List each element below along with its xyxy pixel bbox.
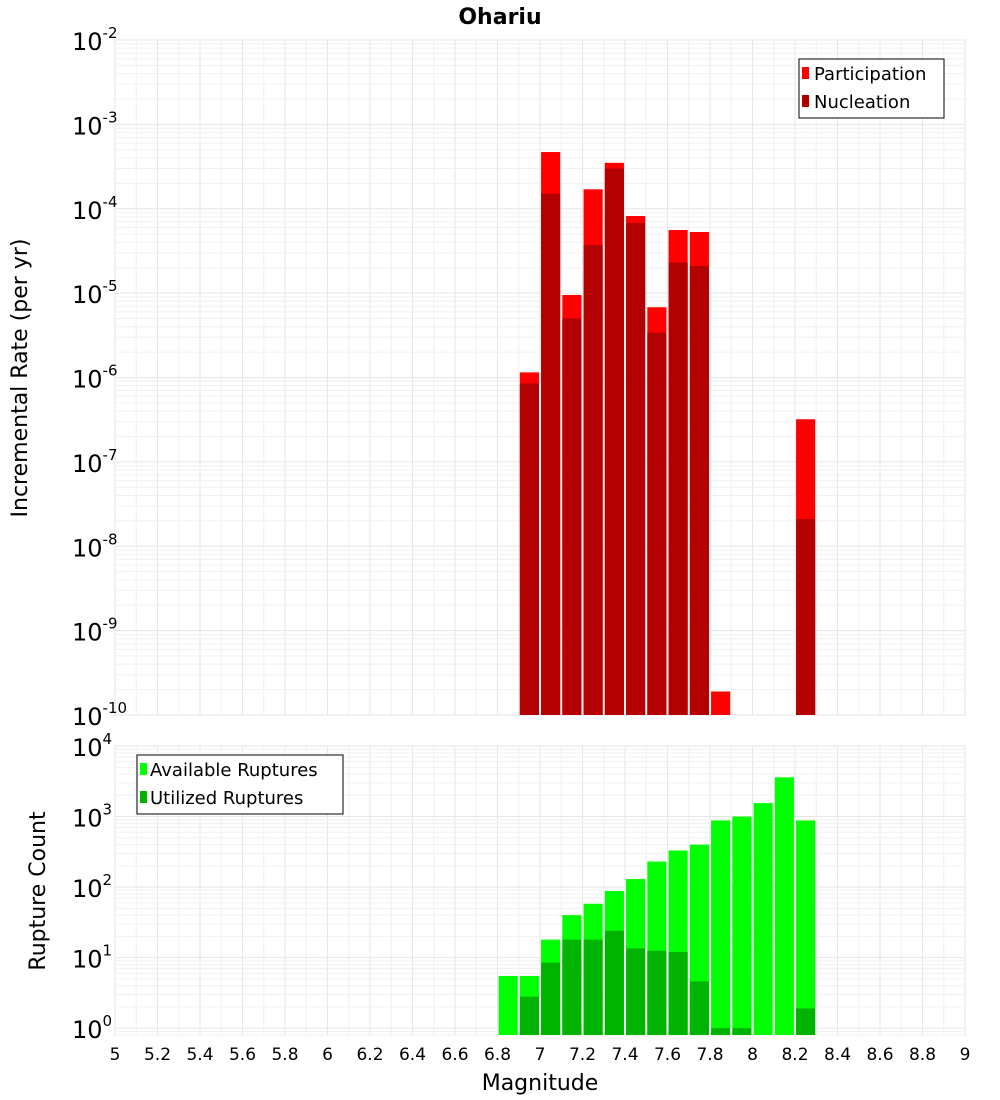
top-legend-box: [798, 58, 945, 119]
x-tick-label: 6.6: [441, 1045, 468, 1065]
count-bar-utilized-ruptures: [626, 948, 646, 1035]
y-tick-label: 101: [72, 942, 112, 974]
x-tick-label: 7.6: [654, 1045, 681, 1065]
count-bar-available-ruptures: [498, 975, 518, 1035]
x-axis-label: Magnitude: [482, 1071, 599, 1096]
x-ticks: 5 5.2 5.4 5.6 5.8 6 6.2 6.4 6.6 6.8 7 7.2 7.4 7.6 7.8 8…: [110, 1045, 971, 1065]
count-bar-utilized-ruptures: [689, 981, 709, 1035]
bottom-y-axis-label: Rupture Count: [26, 811, 51, 971]
legend-label-nucleation: Nucleation: [814, 92, 910, 113]
x-tick-label: 8.8: [909, 1045, 936, 1065]
rate-bar-nucleation: [689, 265, 709, 715]
count-bar-utilized-ruptures: [562, 939, 582, 1035]
legend-swatch-available-ruptures: [140, 763, 147, 775]
count-bar-available-ruptures: [753, 803, 773, 1035]
count-bar-utilized-ruptures: [711, 1028, 731, 1035]
x-tick-label: 7.2: [569, 1045, 596, 1065]
legend-swatch-utilized-ruptures: [140, 791, 147, 803]
y-tick-label: 104: [72, 730, 112, 762]
bottom-panel: 100 101 102 103 104 5 5.2 5.4 5.6 5.8 6 6.2 6.4 6.6 6…: [26, 730, 970, 1096]
x-tick-label: 9: [960, 1045, 971, 1065]
x-tick-label: 8.2: [781, 1045, 808, 1065]
legend-swatch-nucleation: [802, 95, 809, 107]
count-bar-available-ruptures: [796, 820, 816, 1035]
rate-bar-nucleation: [647, 332, 667, 715]
bottom-y-ticks: 100 101 102 103 104: [72, 730, 112, 1044]
y-tick-label: 10-7: [72, 446, 118, 478]
count-bar-utilized-ruptures: [647, 950, 667, 1035]
top-y-ticks: 10-10 10-9 10-8 10-7 10-6 10-5 10-4 10-3 10-2: [72, 24, 127, 731]
y-tick-label: 10-8: [72, 530, 118, 562]
count-bar-utilized-ruptures: [796, 1008, 816, 1035]
y-tick-label: 10-4: [72, 193, 118, 225]
count-bar-available-ruptures: [774, 777, 794, 1035]
x-tick-label: 7.8: [696, 1045, 723, 1065]
y-tick-label: 10-6: [72, 362, 118, 394]
count-bar-utilized-ruptures: [732, 1028, 752, 1035]
y-tick-label: 10-3: [72, 108, 118, 140]
legend-label-utilized-ruptures: Utilized Ruptures: [150, 788, 303, 809]
count-bar-utilized-ruptures: [541, 962, 561, 1035]
x-tick-label: 8.4: [824, 1045, 851, 1065]
top-panel: 10-10 10-9 10-8 10-7 10-6 10-5 10-4 10-3 10-2 In…: [8, 24, 966, 731]
rate-bar-nucleation: [583, 245, 603, 715]
x-tick-label: 7.4: [611, 1045, 638, 1065]
y-tick-label: 10-9: [72, 615, 118, 647]
y-tick-label: 10-2: [72, 24, 118, 56]
x-tick-label: 6.8: [484, 1045, 511, 1065]
y-tick-label: 100: [72, 1012, 112, 1044]
chart-title: Ohariu: [458, 5, 541, 30]
rate-bar-nucleation: [562, 318, 582, 715]
bottom-bars: [498, 777, 816, 1035]
x-tick-label: 5.2: [144, 1045, 171, 1065]
bottom-legend-box: [136, 754, 344, 815]
x-tick-label: 8.6: [866, 1045, 893, 1065]
legend-label-participation: Participation: [814, 64, 926, 85]
y-tick-label: 102: [72, 871, 112, 903]
bottom-grid: [114, 745, 966, 1036]
x-tick-label: 8: [747, 1045, 758, 1065]
count-bar-utilized-ruptures: [604, 930, 624, 1035]
bottom-legend: Available Ruptures Utilized Ruptures: [136, 754, 344, 815]
rate-bar-participation: [711, 691, 731, 715]
x-tick-label: 5.4: [186, 1045, 213, 1065]
x-tick-label: 5.8: [271, 1045, 298, 1065]
count-bar-utilized-ruptures: [519, 996, 539, 1035]
top-y-axis-label: Incremental Rate (per yr): [8, 239, 33, 518]
count-bar-available-ruptures: [732, 816, 752, 1035]
x-tick-label: 7: [535, 1045, 546, 1065]
count-bar-utilized-ruptures: [668, 952, 688, 1035]
x-tick-label: 6.2: [356, 1045, 383, 1065]
rate-bar-nucleation: [604, 168, 624, 715]
x-tick-label: 5: [110, 1045, 121, 1065]
top-grid: [114, 39, 966, 716]
y-tick-label: 10-5: [72, 277, 118, 309]
top-bars: [519, 152, 816, 716]
x-tick-label: 5.6: [229, 1045, 256, 1065]
rate-bar-nucleation: [796, 519, 816, 715]
x-tick-label: 6: [322, 1045, 333, 1065]
y-tick-label: 103: [72, 801, 112, 833]
x-tick-label: 6.4: [399, 1045, 426, 1065]
top-legend: Participation Nucleation: [798, 58, 945, 119]
count-bar-available-ruptures: [711, 820, 731, 1035]
rate-bar-nucleation: [541, 193, 561, 715]
rate-bar-nucleation: [668, 262, 688, 715]
count-bar-utilized-ruptures: [583, 939, 603, 1035]
rate-bar-nucleation: [626, 222, 646, 715]
legend-label-available-ruptures: Available Ruptures: [150, 760, 318, 781]
y-tick-label: 10-10: [72, 699, 127, 731]
rate-bar-nucleation: [519, 383, 539, 715]
legend-swatch-participation: [802, 67, 809, 79]
